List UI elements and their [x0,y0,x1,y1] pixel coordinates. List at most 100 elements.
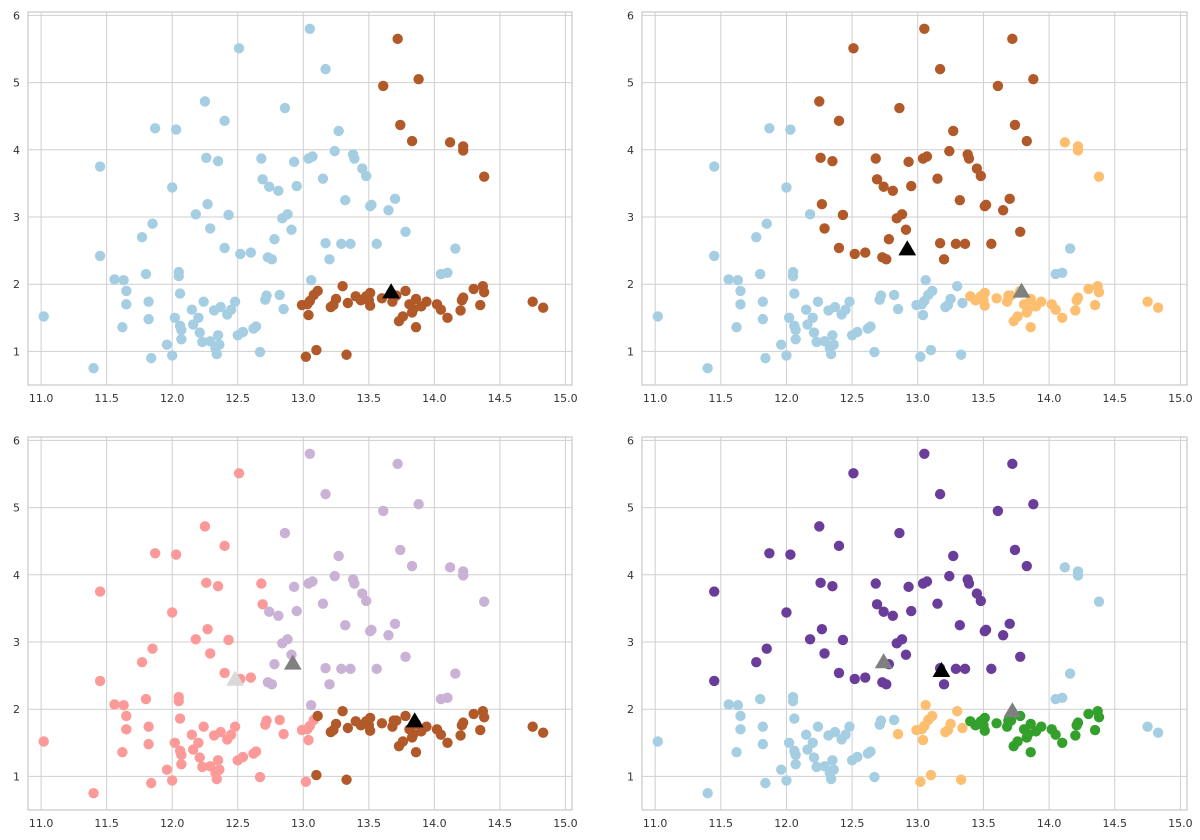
data-point [320,63,331,75]
data-point [117,322,128,333]
data-point [986,663,997,675]
data-point [458,292,469,303]
data-point [917,734,929,746]
data-point [1025,747,1036,758]
data-point [303,309,314,321]
data-point [776,339,787,350]
x-tick-label: 11.5 [94,392,119,405]
data-point [1070,730,1081,741]
data-point [944,145,955,157]
data-point [723,699,734,710]
data-point [149,548,161,559]
data-point [300,351,312,362]
data-point [751,231,762,243]
data-point [957,722,968,734]
data-point [274,289,285,301]
data-point [121,710,132,722]
data-point [211,348,222,360]
data-point [950,238,962,250]
data-point [176,749,187,761]
data-point [975,595,987,607]
data-point [94,250,106,262]
data-point [378,505,389,517]
data-point [709,586,720,597]
data-point [320,662,331,674]
x-tick-label: 11.0 [643,817,668,830]
x-tick-label: 14.0 [1037,817,1062,830]
data-point [266,254,278,265]
data-point [812,721,824,732]
data-point [852,326,863,338]
data-point [833,667,845,679]
scatter-panel-bottom-right: 11.0 11.5 12.0 12.5 13.0 13.5 14.0 14.5 15.0 1 2 3 4… [627,434,1193,830]
data-point [963,578,975,589]
data-point [176,334,187,345]
data-point [800,304,812,315]
data-point [1012,311,1023,322]
data-point [291,180,302,192]
data-point [787,695,799,707]
data-point [944,570,955,582]
data-point [878,181,889,192]
data-point [109,699,120,710]
data-point [364,712,376,724]
data-point [875,290,887,301]
data-point [225,304,237,315]
data-point [760,777,771,789]
data-point [869,771,880,783]
data-point [1072,145,1084,156]
x-tick-label: 11.0 [29,817,54,830]
data-point [804,209,816,220]
data-point [269,658,280,670]
data-point [927,285,938,297]
data-point [1064,668,1076,679]
plot-area [27,436,573,811]
data-point [1009,544,1021,556]
centroid-marker [382,283,400,299]
data-point [478,712,490,723]
data-point [282,634,293,645]
data-point [229,296,241,307]
data-point [205,648,216,659]
data-point [927,710,938,722]
data-point [992,505,1004,517]
data-point [959,238,971,250]
x-tick-label: 13.5 [971,817,996,830]
data-point [1057,267,1068,278]
centroid-marker [1012,282,1031,298]
y-tick-label: 2 [13,703,20,716]
data-point [1142,721,1153,732]
data-point [312,285,323,297]
data-point [776,764,787,775]
y-tick-label: 3 [627,211,634,224]
data-point [278,303,289,315]
data-point [212,330,224,341]
data-point [225,729,237,740]
data-point [311,344,322,356]
data-point [980,199,992,211]
data-point [1072,292,1084,303]
data-point [887,610,899,621]
data-point [869,346,880,358]
data-point [455,730,466,741]
data-point [925,769,937,781]
data-point [400,226,411,237]
data-point [844,296,855,307]
data-point [307,151,318,162]
data-point [860,672,871,683]
data-point [829,301,841,313]
data-point [324,679,335,690]
centroid-marker [874,653,893,669]
data-point [986,238,997,250]
data-point [921,151,933,162]
data-point [815,577,826,589]
data-point [136,656,148,668]
data-point [764,548,775,559]
data-point [878,606,889,617]
centroid-marker [226,670,244,686]
data-point [1089,299,1101,311]
data-point [349,153,360,164]
data-point [957,297,968,309]
data-point [997,630,1009,641]
data-point [274,714,285,726]
